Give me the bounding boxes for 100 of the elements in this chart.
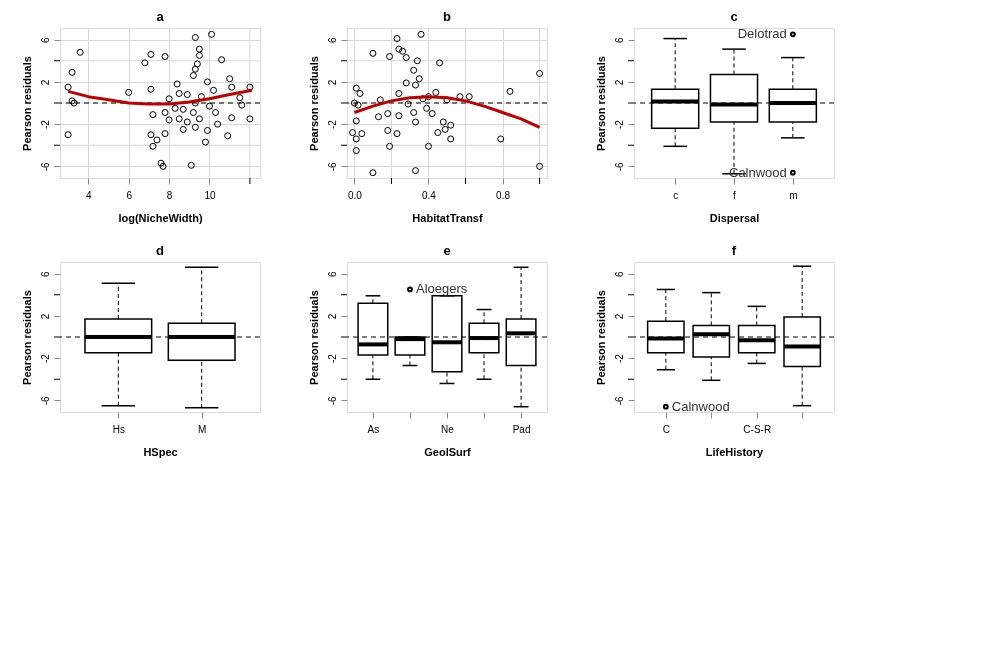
point bbox=[195, 45, 203, 53]
y-tick-label: 2 bbox=[326, 79, 338, 86]
point bbox=[410, 66, 418, 74]
point bbox=[386, 53, 394, 61]
point bbox=[404, 100, 412, 108]
point bbox=[175, 115, 183, 123]
point bbox=[374, 113, 382, 121]
point bbox=[412, 118, 420, 126]
y-tick-label: -2 bbox=[613, 119, 625, 130]
point bbox=[352, 147, 360, 155]
point bbox=[236, 94, 244, 102]
point bbox=[159, 162, 167, 170]
point bbox=[214, 120, 222, 128]
y-axis-title: Pearson residuals bbox=[307, 56, 320, 151]
point bbox=[147, 131, 155, 139]
x-tick-label: C bbox=[662, 423, 670, 435]
y-tick-label: 2 bbox=[613, 313, 625, 320]
point bbox=[412, 81, 420, 89]
point bbox=[179, 105, 187, 113]
point bbox=[208, 30, 216, 38]
point bbox=[203, 126, 211, 134]
point bbox=[395, 90, 403, 97]
point bbox=[395, 112, 403, 120]
point bbox=[415, 75, 423, 83]
point bbox=[161, 130, 169, 138]
y-axis-title: Pearson residuals bbox=[20, 290, 33, 385]
point bbox=[393, 130, 401, 138]
point bbox=[68, 68, 76, 76]
x-tick-label: As bbox=[367, 423, 380, 435]
x-tick-label: 0.4 bbox=[422, 189, 437, 201]
point bbox=[413, 57, 421, 65]
point bbox=[165, 95, 173, 103]
point bbox=[149, 142, 157, 150]
line-series bbox=[352, 95, 542, 129]
point bbox=[419, 95, 427, 103]
point bbox=[395, 45, 403, 53]
point bbox=[246, 83, 254, 91]
point bbox=[64, 83, 72, 91]
x-tick-label: C-S-R bbox=[743, 423, 772, 435]
point bbox=[386, 142, 394, 150]
annotation: Delotrad bbox=[737, 26, 787, 42]
point bbox=[183, 91, 191, 99]
point bbox=[356, 90, 364, 97]
point bbox=[193, 60, 201, 68]
chart-title: b bbox=[443, 8, 452, 24]
chart-title: e bbox=[443, 243, 451, 258]
point bbox=[147, 50, 155, 58]
annotation: Calnwood bbox=[671, 398, 730, 414]
y-tick-label: -2 bbox=[39, 353, 51, 364]
point bbox=[432, 88, 440, 96]
y-tick-label: 2 bbox=[39, 79, 51, 86]
point bbox=[402, 79, 410, 87]
x-tick-label: 10 bbox=[204, 189, 216, 201]
point bbox=[189, 72, 197, 80]
point bbox=[173, 80, 181, 88]
x-tick-label: 0.0 bbox=[347, 189, 363, 201]
point bbox=[228, 83, 236, 91]
x-tick-label: Ne bbox=[441, 423, 455, 435]
x-axis-title: HSpec bbox=[143, 445, 178, 458]
point bbox=[384, 126, 392, 134]
point bbox=[536, 162, 544, 170]
point bbox=[376, 96, 384, 104]
point bbox=[189, 109, 197, 116]
y-tick-label: -6 bbox=[326, 396, 338, 406]
x-axis-title: Dispersal bbox=[709, 211, 760, 224]
y-tick-label: 6 bbox=[613, 36, 625, 43]
point bbox=[195, 115, 203, 123]
point bbox=[352, 135, 360, 143]
point bbox=[161, 53, 169, 61]
y-tick-label: -6 bbox=[613, 396, 625, 406]
point bbox=[465, 93, 473, 101]
point bbox=[417, 30, 425, 38]
y-tick-label: -2 bbox=[326, 119, 338, 130]
point bbox=[171, 104, 179, 112]
point bbox=[183, 118, 191, 126]
x-tick-label: 4 bbox=[86, 189, 92, 201]
point bbox=[165, 116, 173, 124]
chart-title: c bbox=[730, 9, 738, 24]
x-tick-label: 8 bbox=[166, 189, 173, 201]
point bbox=[141, 59, 149, 67]
x-axis-title: GeolSurf bbox=[424, 445, 472, 458]
x-tick-label: 0.8 bbox=[496, 189, 511, 201]
annotation: Aloegers bbox=[415, 281, 468, 297]
point bbox=[210, 86, 218, 94]
point bbox=[412, 167, 420, 175]
y-tick-label: 6 bbox=[39, 36, 51, 43]
x-tick-label: c bbox=[673, 189, 679, 201]
y-tick-label: -6 bbox=[39, 162, 51, 172]
y-tick-label: -2 bbox=[39, 119, 51, 130]
chart-title: d bbox=[156, 243, 165, 258]
y-tick-label: 6 bbox=[326, 270, 338, 277]
point bbox=[384, 110, 392, 118]
x-axis-title: log(NicheWidth) bbox=[118, 211, 203, 224]
point bbox=[218, 56, 226, 64]
y-tick-label: -2 bbox=[613, 353, 625, 364]
point bbox=[350, 99, 358, 107]
point bbox=[428, 110, 436, 118]
point bbox=[434, 129, 442, 137]
x-axis-title: HabitatTransf bbox=[412, 211, 483, 224]
point bbox=[149, 111, 157, 119]
